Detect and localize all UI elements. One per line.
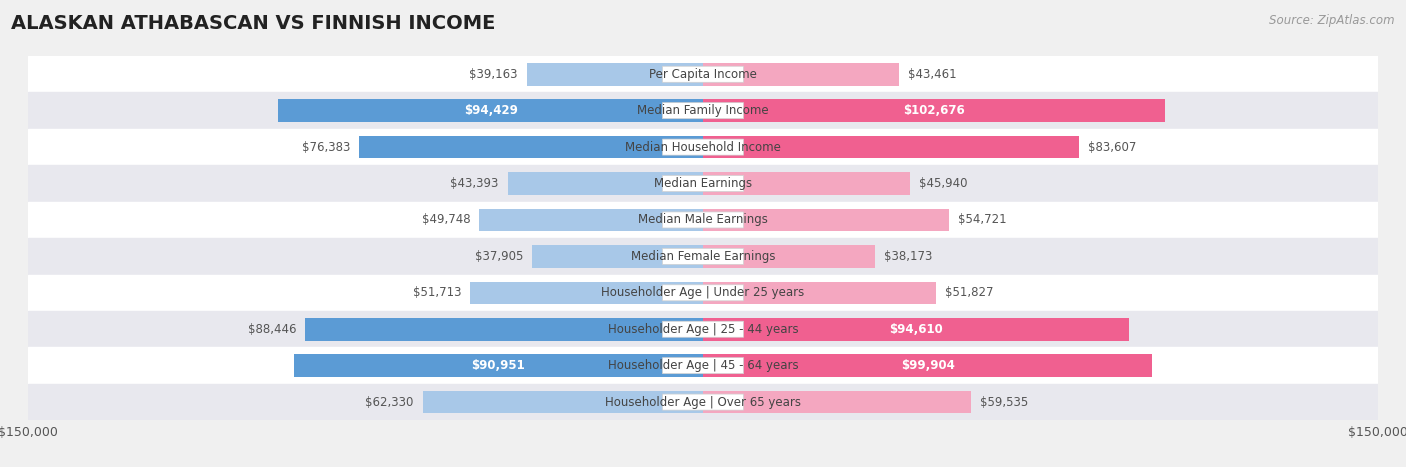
Text: $90,951: $90,951 (471, 359, 526, 372)
Bar (305, 318, 703, 340)
Bar (28, 311, 1378, 347)
FancyBboxPatch shape (662, 66, 744, 82)
Text: Median Family Income: Median Family Income (637, 104, 769, 117)
Bar (508, 172, 703, 195)
Text: Median Household Income: Median Household Income (626, 141, 780, 154)
Bar (294, 354, 703, 377)
Text: $94,429: $94,429 (464, 104, 517, 117)
Text: $59,535: $59,535 (980, 396, 1028, 409)
Bar (28, 56, 1378, 92)
Bar (703, 63, 898, 85)
Text: Median Male Earnings: Median Male Earnings (638, 213, 768, 226)
FancyBboxPatch shape (662, 358, 744, 374)
Bar (703, 209, 949, 231)
Text: $62,330: $62,330 (366, 396, 413, 409)
Text: $76,383: $76,383 (302, 141, 350, 154)
Bar (28, 347, 1378, 384)
Bar (703, 282, 936, 304)
Text: Per Capita Income: Per Capita Income (650, 68, 756, 81)
Bar (703, 354, 1153, 377)
Text: $38,173: $38,173 (884, 250, 932, 263)
Bar (703, 391, 972, 413)
Bar (703, 245, 875, 268)
FancyBboxPatch shape (662, 212, 744, 228)
FancyBboxPatch shape (662, 103, 744, 119)
Text: Median Earnings: Median Earnings (654, 177, 752, 190)
FancyBboxPatch shape (662, 321, 744, 337)
Bar (28, 129, 1378, 165)
Bar (703, 99, 1166, 122)
Bar (527, 63, 703, 85)
Text: $49,748: $49,748 (422, 213, 470, 226)
Bar (703, 172, 910, 195)
Bar (28, 202, 1378, 238)
Bar (28, 92, 1378, 129)
Bar (471, 282, 703, 304)
FancyBboxPatch shape (662, 394, 744, 410)
Text: $102,676: $102,676 (903, 104, 965, 117)
Text: Householder Age | 25 - 44 years: Householder Age | 25 - 44 years (607, 323, 799, 336)
Text: $94,610: $94,610 (889, 323, 942, 336)
Bar (703, 318, 1129, 340)
Text: Householder Age | Under 25 years: Householder Age | Under 25 years (602, 286, 804, 299)
Text: $54,721: $54,721 (959, 213, 1007, 226)
Text: Householder Age | 45 - 64 years: Householder Age | 45 - 64 years (607, 359, 799, 372)
Bar (28, 384, 1378, 420)
Text: $99,904: $99,904 (901, 359, 955, 372)
Bar (703, 136, 1080, 158)
Bar (479, 209, 703, 231)
FancyBboxPatch shape (662, 285, 744, 301)
Text: $45,940: $45,940 (918, 177, 967, 190)
Text: $43,461: $43,461 (907, 68, 956, 81)
Bar (533, 245, 703, 268)
Bar (28, 275, 1378, 311)
Text: $43,393: $43,393 (450, 177, 499, 190)
Bar (28, 238, 1378, 275)
Text: $83,607: $83,607 (1088, 141, 1136, 154)
FancyBboxPatch shape (662, 248, 744, 264)
Text: $39,163: $39,163 (470, 68, 517, 81)
FancyBboxPatch shape (662, 139, 744, 155)
FancyBboxPatch shape (662, 176, 744, 191)
Text: $51,827: $51,827 (945, 286, 994, 299)
Bar (278, 99, 703, 122)
Text: $88,446: $88,446 (247, 323, 297, 336)
Text: $37,905: $37,905 (475, 250, 523, 263)
Bar (423, 391, 703, 413)
Text: Householder Age | Over 65 years: Householder Age | Over 65 years (605, 396, 801, 409)
Text: Source: ZipAtlas.com: Source: ZipAtlas.com (1270, 14, 1395, 27)
Bar (360, 136, 703, 158)
Text: ALASKAN ATHABASCAN VS FINNISH INCOME: ALASKAN ATHABASCAN VS FINNISH INCOME (11, 14, 496, 33)
Text: Median Female Earnings: Median Female Earnings (631, 250, 775, 263)
Bar (28, 165, 1378, 202)
Text: $51,713: $51,713 (413, 286, 461, 299)
